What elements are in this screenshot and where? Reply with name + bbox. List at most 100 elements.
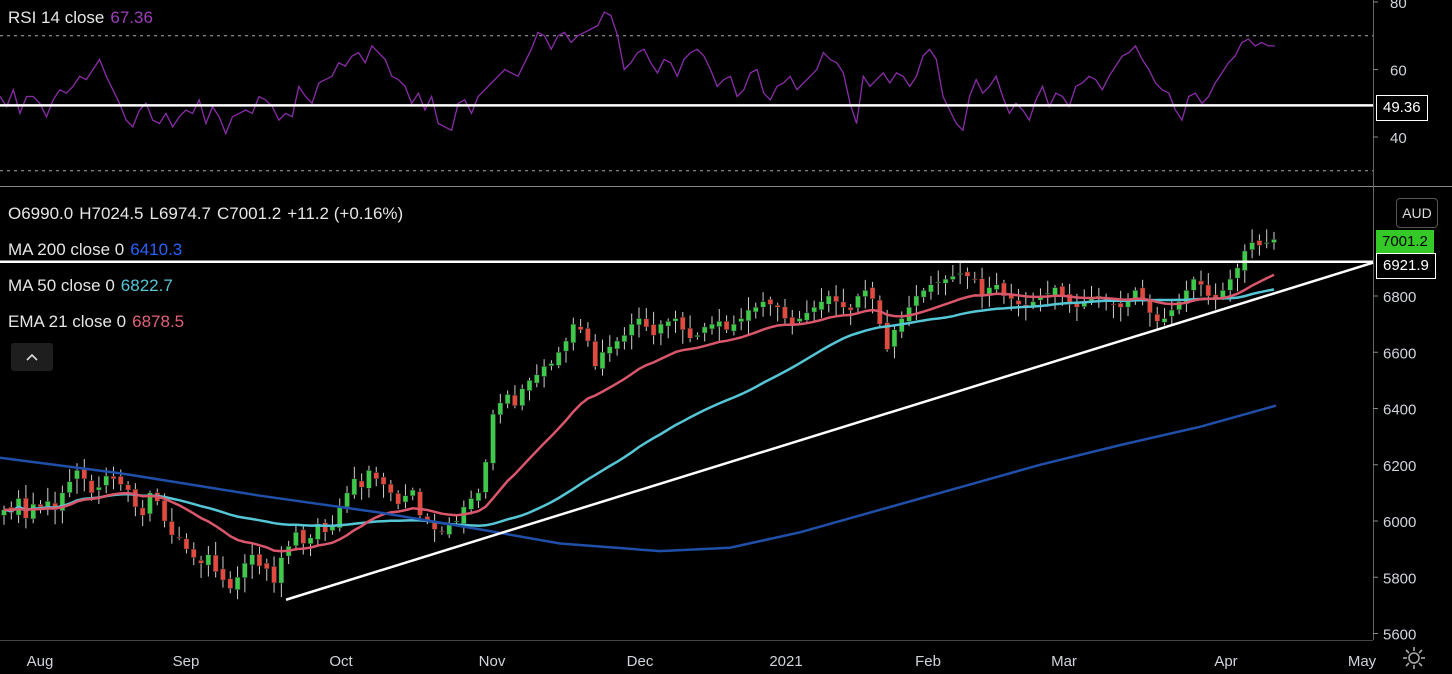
candle-body [1154, 314, 1160, 322]
candle-body [315, 523, 321, 540]
candle-body [395, 493, 401, 505]
candle-body [161, 500, 168, 522]
candle-body [482, 461, 489, 493]
candle-body [709, 323, 715, 330]
currency-button[interactable]: AUD [1396, 198, 1438, 228]
candle-body [1001, 282, 1007, 297]
candle-body [1249, 242, 1255, 251]
candle-body [767, 299, 774, 305]
horizontal-line-tag: 6921.9 [1376, 253, 1436, 279]
rsi-level-tag: 49.36 [1376, 95, 1428, 121]
candle-body [74, 470, 80, 480]
rsi-tick-label: 80 [1390, 0, 1407, 12]
candle-body [753, 307, 759, 313]
candle-body [592, 341, 598, 367]
candle-body [358, 480, 365, 488]
candle-body [913, 295, 920, 307]
candle-body [198, 560, 204, 564]
candle-body [220, 568, 226, 581]
candle-body [628, 323, 635, 336]
candle-body [45, 501, 51, 507]
candle-body [1205, 284, 1212, 297]
candle-body [125, 484, 131, 491]
time-tick-label: Apr [1214, 653, 1237, 670]
candle-body [577, 326, 584, 331]
candle-body [971, 278, 978, 281]
candle-body [81, 468, 88, 480]
candle-body [760, 301, 766, 308]
candle-body [147, 492, 153, 515]
price-tick-label: 5800 [1383, 570, 1416, 587]
candle-body [227, 578, 234, 589]
candle-body [555, 352, 562, 366]
candle-body [694, 335, 701, 338]
indicator-value: 6822.7 [120, 276, 173, 295]
candle-body [665, 321, 671, 327]
candle-body [811, 307, 817, 313]
ohlc-change: +11.2 (+0.16%) [287, 204, 404, 223]
candle-body [118, 476, 124, 485]
indicator-value: 6878.5 [132, 312, 185, 331]
candle-body [110, 476, 117, 480]
candle-body [103, 475, 109, 486]
time-tick-label: Feb [915, 653, 941, 670]
ema21-line [3, 273, 1275, 553]
candle-body [541, 366, 547, 377]
candle-body [774, 305, 781, 308]
candle-body [66, 481, 73, 493]
candle-body [855, 295, 861, 308]
collapse-legend-button[interactable] [11, 343, 53, 371]
candle-body [59, 492, 66, 511]
candle-body [599, 352, 606, 369]
candle-body [840, 301, 847, 308]
gear-icon[interactable] [1402, 646, 1426, 670]
chevron-up-icon [26, 353, 38, 361]
candle-body [1015, 300, 1022, 305]
candle-body [1066, 293, 1073, 305]
indicator-value: 6410.3 [130, 240, 183, 259]
candle-body [183, 538, 190, 550]
candle-body [782, 306, 788, 319]
candle-body [607, 346, 613, 354]
candle-body [504, 394, 511, 405]
price-tick-label: 6600 [1383, 345, 1416, 362]
candle-body [1044, 292, 1051, 295]
candle-body [96, 487, 102, 491]
candle-body [278, 557, 285, 584]
candle-body [1139, 287, 1146, 300]
ohlc-open: O6990.0 [8, 204, 74, 223]
candle-body [1030, 301, 1036, 306]
price-tick-label: 5600 [1383, 627, 1416, 644]
rsi-value: 67.36 [110, 8, 153, 27]
candle-body [300, 529, 307, 544]
candle-body [884, 322, 890, 350]
indicator-ema21[interactable]: EMA 21 close 0 6878.5 [8, 312, 184, 332]
candle-body [490, 413, 496, 464]
indicator-ma200[interactable]: MA 200 close 0 6410.3 [8, 240, 182, 260]
time-tick-label: Nov [479, 653, 506, 670]
ohlc-legend: O6990.0 H7024.5 L6974.7 C7001.2 +11.2 (+0.16… [8, 204, 409, 224]
candle-body [1176, 301, 1182, 311]
time-tick-label: Dec [627, 653, 654, 670]
indicator-label: EMA 21 close 0 [8, 312, 127, 331]
candle-body [680, 316, 686, 330]
time-tick-label: Aug [27, 653, 54, 670]
indicator-label: MA 200 close 0 [8, 240, 125, 259]
rsi-line [0, 11, 1275, 136]
indicator-ma50[interactable]: MA 50 close 0 6822.7 [8, 276, 173, 296]
candle-body [417, 491, 423, 516]
candle-body [534, 374, 540, 384]
candle-body [1147, 298, 1153, 314]
candle-body [1271, 239, 1277, 243]
candle-body [351, 478, 358, 496]
candle-body [1125, 301, 1131, 308]
candle-body [497, 402, 504, 416]
indicator-label: MA 50 close 0 [8, 276, 115, 295]
candle-body [993, 284, 1000, 290]
candle-body [738, 318, 744, 322]
candle-body [1190, 278, 1197, 291]
candle-body [1263, 242, 1270, 244]
candle-body [439, 531, 445, 533]
candle-body [847, 307, 854, 311]
